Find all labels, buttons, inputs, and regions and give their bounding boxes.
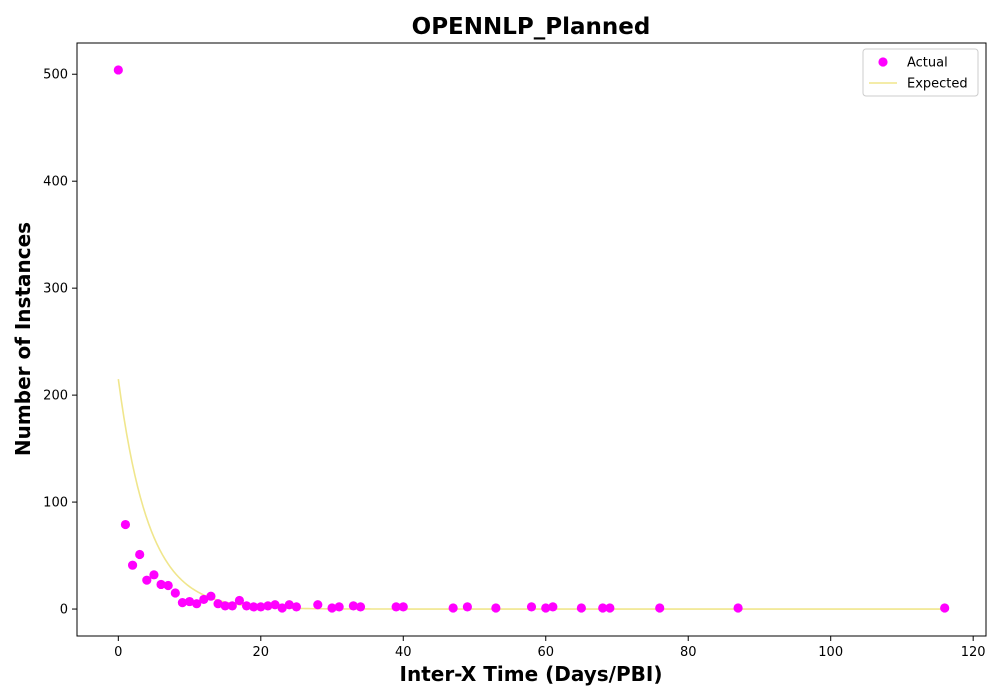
actual-point (491, 603, 501, 613)
actual-point (177, 598, 188, 608)
actual-point (291, 602, 302, 612)
actual-point (541, 603, 551, 613)
actual-point (576, 603, 586, 613)
actual-point (184, 596, 195, 607)
actual-point (277, 603, 287, 613)
actual-point (220, 601, 230, 611)
x-tick-label: 40 (395, 645, 412, 660)
actual-point (156, 579, 166, 590)
y-tick-label: 200 (43, 389, 68, 404)
actual-point (170, 588, 180, 598)
plot-frame (76, 42, 987, 637)
actual-point (313, 600, 323, 610)
actual-point (206, 591, 216, 601)
actual-point (733, 603, 743, 613)
legend-box (862, 48, 979, 97)
actual-point (149, 570, 159, 580)
actual-point (548, 602, 558, 612)
plot-area (113, 65, 950, 613)
actual-point (284, 600, 294, 610)
axes: 0 20 40 60 80 100 120 0 100 200 300 400 500 (43, 68, 985, 660)
actual-point (127, 560, 138, 570)
y-axis-title: Number of Instances (11, 222, 35, 456)
y-tick-label: 100 (43, 496, 68, 511)
actual-point (120, 519, 131, 530)
legend-marker-actual (878, 57, 888, 67)
actual-point (256, 602, 266, 612)
actual-point (605, 603, 615, 613)
actual-point (348, 601, 358, 611)
x-tick-label: 0 (114, 645, 122, 660)
y-tick-label: 500 (43, 68, 68, 83)
actual-point (355, 602, 366, 612)
actual-point (526, 602, 537, 612)
actual-point (598, 603, 608, 613)
actual-point (448, 603, 458, 613)
x-axis-title: Inter-X Time (Days/PBI) (400, 662, 663, 686)
x-tick-label: 100 (818, 645, 843, 660)
actual-point (270, 600, 280, 610)
actual-point (249, 602, 259, 612)
chart-title: OPENNLP_Planned (412, 14, 651, 40)
actual-point (655, 603, 665, 613)
x-tick-label: 120 (961, 645, 986, 660)
actual-point (398, 602, 408, 612)
x-tick-label: 80 (680, 645, 697, 660)
y-tick-label: 300 (43, 282, 68, 297)
actual-point (227, 601, 237, 611)
actual-point (241, 601, 252, 611)
legend-label: Expected (907, 77, 968, 92)
actual-point (213, 599, 223, 609)
actual-point (199, 594, 209, 605)
expected-line (117, 378, 945, 610)
actual-point (135, 549, 145, 560)
actual-point (142, 575, 152, 585)
actual-point (163, 580, 173, 591)
legend-label: Actual (907, 56, 948, 71)
legend: Actual Expected (862, 48, 979, 97)
actual-point (192, 599, 202, 609)
actual-point (334, 602, 344, 612)
actual-point (113, 65, 123, 75)
actual-point (263, 601, 273, 611)
actual-point (462, 602, 472, 612)
actual-point (327, 603, 337, 613)
actual-point (391, 602, 401, 612)
y-tick-label: 0 (60, 603, 68, 618)
actual-point (234, 595, 245, 606)
actual-point (940, 603, 950, 613)
x-tick-label: 60 (537, 645, 554, 660)
x-tick-label: 20 (253, 645, 270, 660)
y-tick-label: 400 (43, 175, 68, 190)
